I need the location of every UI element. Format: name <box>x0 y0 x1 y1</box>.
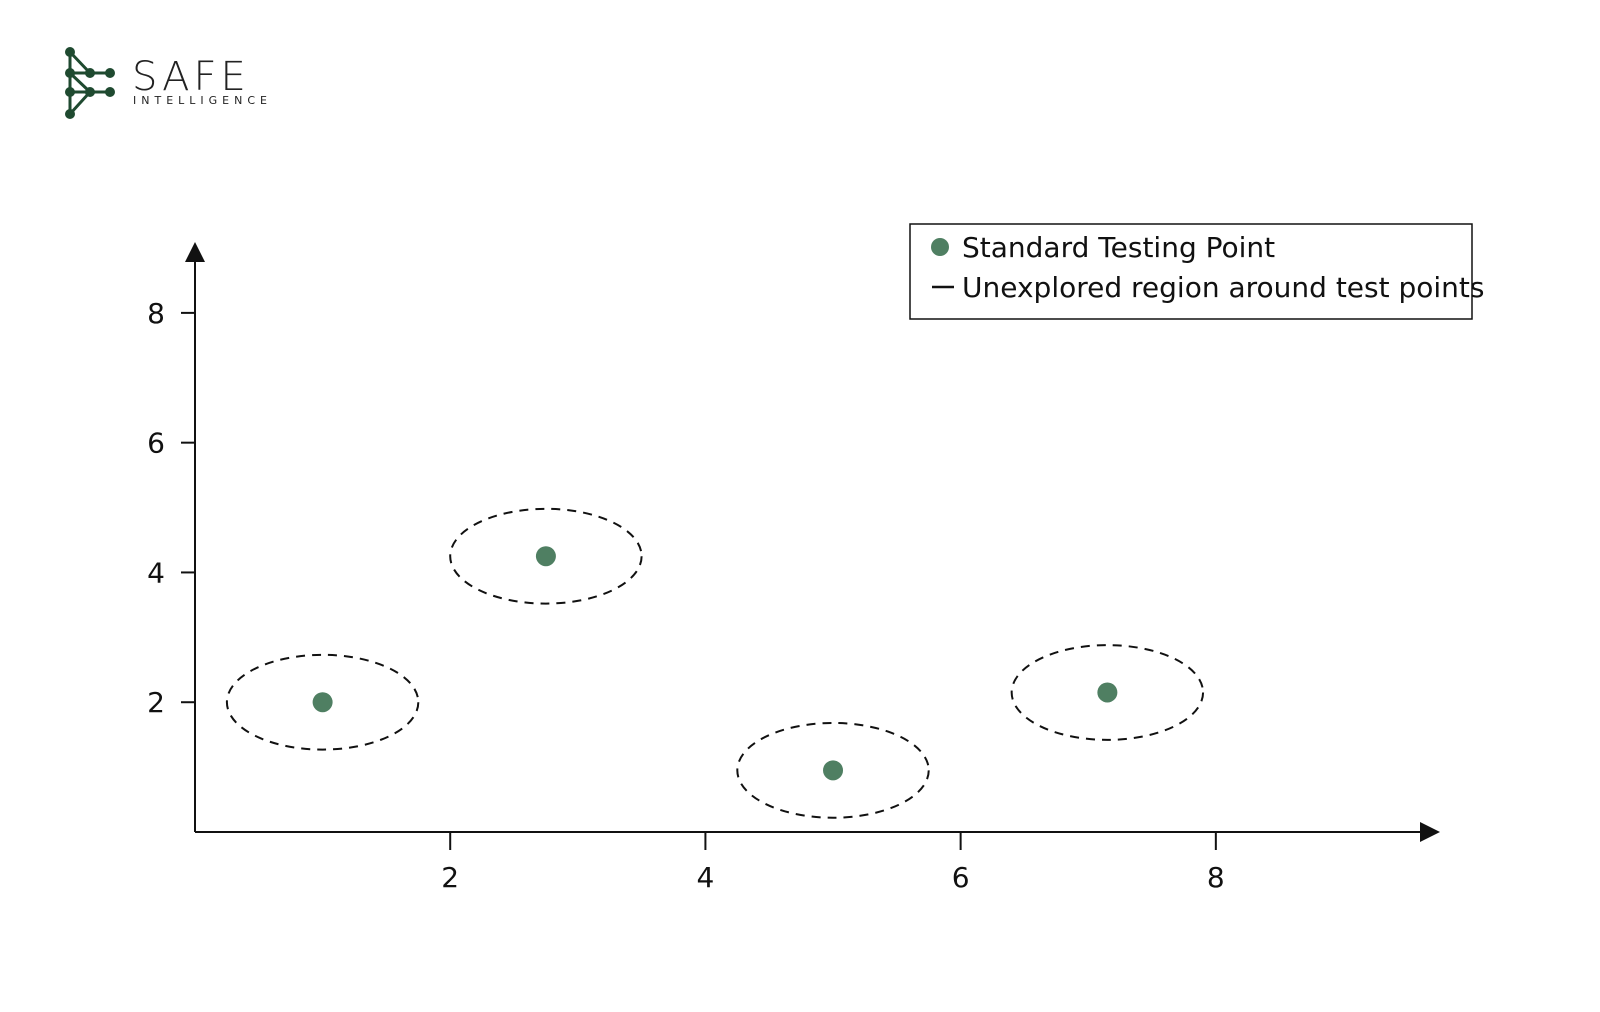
x-tick-label: 8 <box>1207 861 1225 894</box>
x-tick-label: 4 <box>697 861 715 894</box>
testing-point <box>535 546 556 567</box>
testing-point <box>312 692 333 713</box>
y-tick-label: 6 <box>147 427 165 460</box>
x-tick-label: 6 <box>952 861 970 894</box>
y-tick-label: 2 <box>147 686 165 719</box>
legend-box <box>909 223 1473 320</box>
x-tick-label: 2 <box>441 861 459 894</box>
y-tick-label: 4 <box>147 556 165 589</box>
logo-icon-node <box>65 68 75 78</box>
network-tree-icon <box>65 47 115 119</box>
logo-icon-node <box>65 47 75 57</box>
x-axis-arrow <box>1420 822 1440 842</box>
testing-points <box>312 546 1118 781</box>
legend-label-point: Standard Testing Point <box>962 231 1275 264</box>
axes: 2 4 6 8 2 4 6 8 <box>147 242 1440 894</box>
unexplored-region-ellipse <box>736 721 930 819</box>
x-ticks: 2 4 6 8 <box>441 832 1225 894</box>
logo-icon-node <box>65 87 75 97</box>
logo-icon-node <box>85 68 95 78</box>
logo-icon-node <box>105 87 115 97</box>
logo-icon-node <box>85 87 95 97</box>
unexplored-regions <box>225 507 1205 819</box>
safe-intelligence-logo: SAFE INTELLIGENCE <box>65 47 272 119</box>
logo-tagline: INTELLIGENCE <box>133 94 272 107</box>
y-ticks: 2 4 6 8 <box>147 297 195 719</box>
unexplored-region-ellipse <box>225 653 420 751</box>
legend-marker-point <box>931 238 949 256</box>
y-axis-arrow <box>185 242 205 262</box>
logo-icon-node <box>65 109 75 119</box>
legend: Standard Testing Point Unexplored region… <box>909 223 1485 320</box>
logo-wordmark: SAFE <box>132 54 250 100</box>
testing-point <box>823 760 844 781</box>
unexplored-region-ellipse <box>1010 644 1205 741</box>
legend-label-region: Unexplored region around test points <box>962 271 1485 304</box>
logo-icon-node <box>105 68 115 78</box>
y-tick-label: 8 <box>147 297 165 330</box>
unexplored-region-ellipse <box>449 507 643 605</box>
testing-point <box>1097 682 1118 703</box>
